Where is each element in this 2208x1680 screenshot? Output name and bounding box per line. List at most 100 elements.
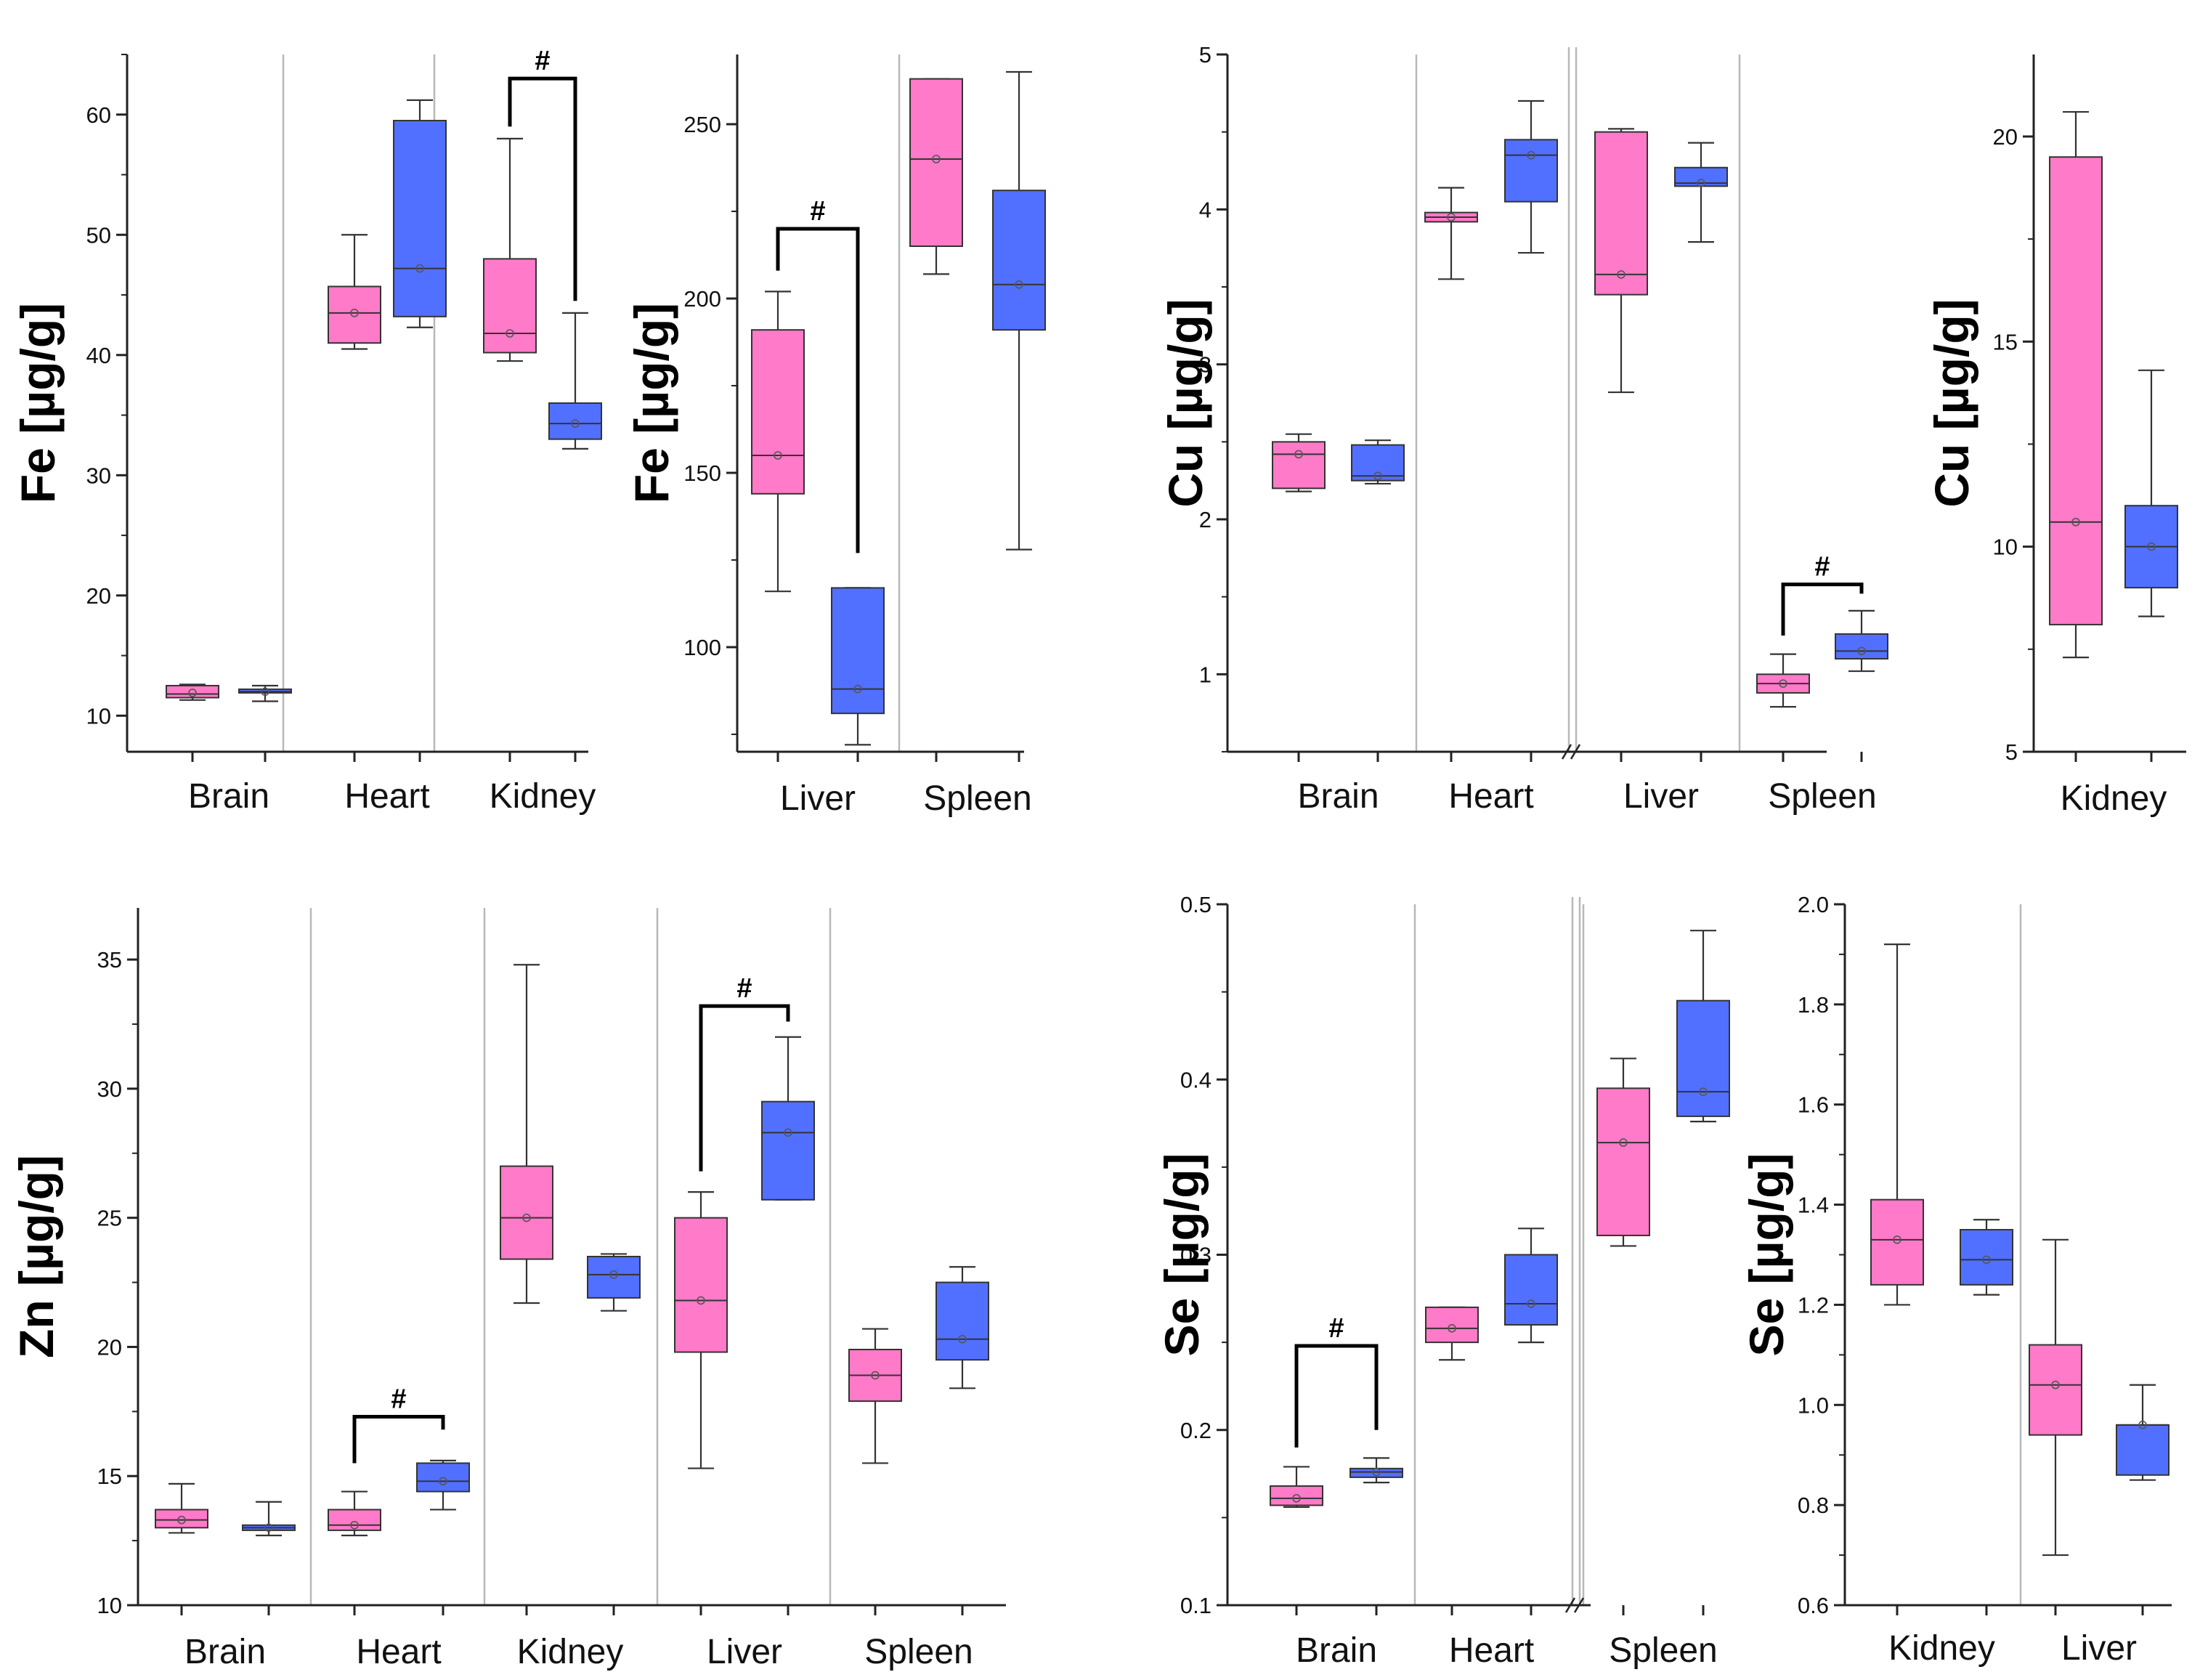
category-label: Kidney xyxy=(517,1633,624,1671)
y-tick-label: 200 xyxy=(683,286,721,312)
category-label: Spleen xyxy=(1609,1631,1717,1670)
panel-cu-kidney: 5 10 15 20 Cu [µg/g] Kidney xyxy=(1925,54,2186,818)
y-tick-label: 10 xyxy=(86,703,111,729)
y-tick-label: 5 xyxy=(2005,739,2018,765)
mean-marker xyxy=(1447,213,1456,222)
mean-marker xyxy=(1697,179,1705,187)
y-tick-label: 0.2 xyxy=(1180,1418,1211,1443)
y-tick-label: 0.5 xyxy=(1180,892,1211,917)
mean-marker xyxy=(1372,1467,1381,1477)
mean-marker xyxy=(1527,150,1535,160)
mean-marker xyxy=(522,1213,531,1222)
significance-bracket xyxy=(1781,583,1864,636)
mean-marker xyxy=(188,689,197,697)
mean-marker xyxy=(853,684,862,694)
box-heart-a xyxy=(328,285,381,344)
y-tick-label: 1.8 xyxy=(1798,992,1829,1018)
mean-marker xyxy=(261,687,269,697)
mean-marker xyxy=(958,1334,967,1344)
significance-label: # xyxy=(1328,1313,1344,1344)
y-tick-label: 60 xyxy=(86,102,111,128)
box-kidney-a xyxy=(483,258,537,354)
category-label: Heart xyxy=(356,1633,441,1671)
significance-label: # xyxy=(810,196,825,227)
y-tick-label: 2.0 xyxy=(1798,892,1829,917)
y-tick-label: 30 xyxy=(86,463,111,488)
y-tick-label: 1.2 xyxy=(1798,1292,1829,1318)
significance-bracket xyxy=(352,1414,445,1464)
significance-label: # xyxy=(1814,552,1830,583)
y-tick-label: 20 xyxy=(1993,124,2018,150)
box-brain-a xyxy=(1272,441,1326,490)
mean-marker xyxy=(1373,471,1382,481)
y-tick-label: 10 xyxy=(97,1593,122,1618)
y-tick-label: 1.4 xyxy=(1798,1193,1829,1218)
box-kidney-a xyxy=(1870,1198,1924,1286)
y-axis-title: Fe [µg/g] xyxy=(625,303,678,503)
y-tick-label: 0.8 xyxy=(1798,1493,1829,1518)
mean-marker xyxy=(1857,646,1866,656)
category-label: Brain xyxy=(1296,1631,1377,1670)
panel-se-large: 0.6 0.8 1.0 1.2 1.4 1.6 1.8 2.0 Se [µg/g] Kidney L… xyxy=(1740,892,2172,1668)
category-label: Liver xyxy=(2061,1629,2137,1668)
significance-label: # xyxy=(736,973,752,1004)
box-brain-b xyxy=(1351,444,1405,482)
box-liver-a xyxy=(1594,131,1648,296)
y-tick-label: 15 xyxy=(1993,329,2018,354)
y-axis-title: Cu [µg/g] xyxy=(1158,299,1212,507)
category-label: Spleen xyxy=(923,779,1031,818)
y-axis-title: Fe [µg/g] xyxy=(11,303,65,503)
box-heart-a xyxy=(328,1509,381,1531)
category-label: Brain xyxy=(184,1633,266,1671)
box-heart-b xyxy=(393,120,447,317)
mean-marker xyxy=(784,1128,792,1137)
category-label: Heart xyxy=(1449,1631,1534,1670)
y-tick-label: 40 xyxy=(86,343,111,368)
box-spleen-b xyxy=(935,1281,989,1361)
panel-zn: 10 15 20 25 30 35 Zn [µg/g] Brain Heart Kidney Liv… xyxy=(9,908,1006,1671)
mean-marker xyxy=(506,329,514,338)
mean-marker xyxy=(1294,450,1303,459)
category-label: Liver xyxy=(780,779,856,818)
category-label: Brain xyxy=(188,777,269,816)
mean-marker xyxy=(264,1523,273,1533)
y-axis-title: Se [µg/g] xyxy=(1155,1153,1209,1356)
category-label: Liver xyxy=(1623,777,1699,816)
box-liver-b xyxy=(2116,1424,2170,1476)
panel-fe-small: 10 20 30 40 50 60 Fe [µg/g] Brain Heart Kidney # xyxy=(11,46,602,816)
mean-marker xyxy=(609,1270,618,1279)
y-tick-label: 0.1 xyxy=(1180,1593,1211,1618)
y-axis-title: Zn [µg/g] xyxy=(9,1155,63,1358)
significance-bracket xyxy=(699,1004,790,1172)
mean-marker xyxy=(2147,542,2156,551)
box-kidney-a xyxy=(2049,156,2103,625)
category-label: Heart xyxy=(344,777,429,816)
mean-marker xyxy=(571,419,580,428)
y-tick-label: 50 xyxy=(86,222,111,248)
mean-marker xyxy=(1448,1324,1456,1333)
y-tick-label: 250 xyxy=(683,112,721,137)
y-tick-label: 20 xyxy=(97,1334,122,1360)
y-tick-label: 30 xyxy=(97,1076,122,1102)
box-liver-a xyxy=(2029,1344,2082,1436)
mean-marker xyxy=(2138,1421,2147,1429)
mean-marker xyxy=(350,1520,359,1530)
mean-marker xyxy=(439,1477,447,1486)
box-brain-a xyxy=(166,684,219,699)
box-liver-a xyxy=(674,1217,728,1353)
y-tick-label: 0.3 xyxy=(1180,1243,1211,1268)
mean-marker xyxy=(350,309,359,317)
box-brain-a xyxy=(155,1509,208,1529)
category-label: Kidney xyxy=(490,777,596,816)
y-tick-label: 5 xyxy=(1199,42,1211,68)
box-kidney-b xyxy=(1960,1229,2013,1286)
mean-marker xyxy=(1015,280,1023,289)
y-tick-label: 10 xyxy=(1993,535,2018,560)
box-liver-b xyxy=(761,1100,815,1201)
mean-marker xyxy=(2051,1380,2060,1389)
y-tick-label: 150 xyxy=(683,460,721,486)
category-label: Spleen xyxy=(864,1633,973,1671)
mean-marker xyxy=(1292,1494,1301,1503)
category-label: Brain xyxy=(1297,777,1379,816)
